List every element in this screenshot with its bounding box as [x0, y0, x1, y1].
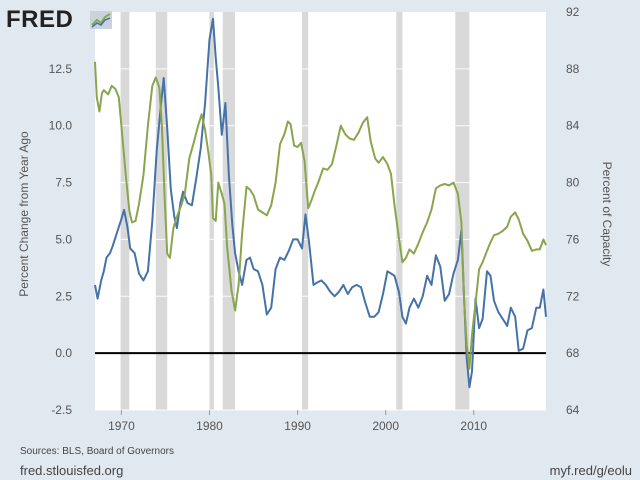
- right-tick-label: 80: [566, 176, 580, 190]
- recession-band: [396, 12, 403, 410]
- trend-line-icon: [90, 11, 112, 29]
- left-tick-label: 10.0: [49, 119, 73, 133]
- left-tick-label: 12.5: [49, 62, 73, 76]
- series-line-capacity: [94, 61, 547, 370]
- x-tick-label: 1990: [284, 419, 311, 433]
- right-tick-label: 72: [566, 289, 580, 303]
- fred-logo[interactable]: FRED: [6, 6, 74, 33]
- left-tick-label: 0.0: [55, 346, 72, 360]
- series-line-percent-change: [94, 17, 547, 389]
- sources-note: Sources: BLS, Board of Governors: [20, 446, 174, 457]
- left-tick-label: -2.5: [51, 403, 72, 417]
- recession-band: [155, 12, 168, 410]
- x-tick-label: 2010: [460, 419, 487, 433]
- right-tick-label: 76: [566, 232, 580, 246]
- left-axis-label: Percent Change from Year Ago: [17, 131, 31, 297]
- right-tick-label: 88: [566, 62, 580, 76]
- right-axis-label: Percent of Capacity: [600, 162, 614, 267]
- recession-band: [455, 12, 470, 410]
- right-tick-label: 68: [566, 346, 580, 360]
- right-tick-label: 84: [566, 119, 580, 133]
- short-url-link[interactable]: myf.red/g/eolu: [549, 463, 632, 478]
- right-tick-label: 92: [566, 5, 580, 19]
- x-tick-label: 1980: [196, 419, 223, 433]
- axis-ticks: -2.5 0.0 2.5 5.0 7.5 10.0 12.5 64 68 72 76 80 84 88 92…: [49, 5, 580, 433]
- x-tick-label: 2000: [372, 419, 399, 433]
- left-tick-label: 5.0: [55, 232, 72, 246]
- site-link[interactable]: fred.stlouisfed.org: [20, 463, 124, 478]
- left-tick-label: 2.5: [55, 289, 72, 303]
- recession-band: [209, 12, 214, 410]
- right-tick-label: 64: [566, 403, 580, 417]
- left-tick-label: 7.5: [55, 176, 72, 190]
- recession-band: [302, 12, 309, 410]
- x-tick-label: 1970: [108, 419, 135, 433]
